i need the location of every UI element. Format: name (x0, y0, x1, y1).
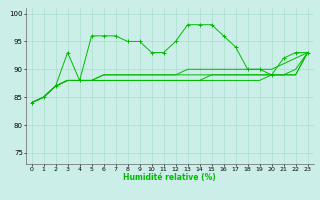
X-axis label: Humidité relative (%): Humidité relative (%) (123, 173, 216, 182)
